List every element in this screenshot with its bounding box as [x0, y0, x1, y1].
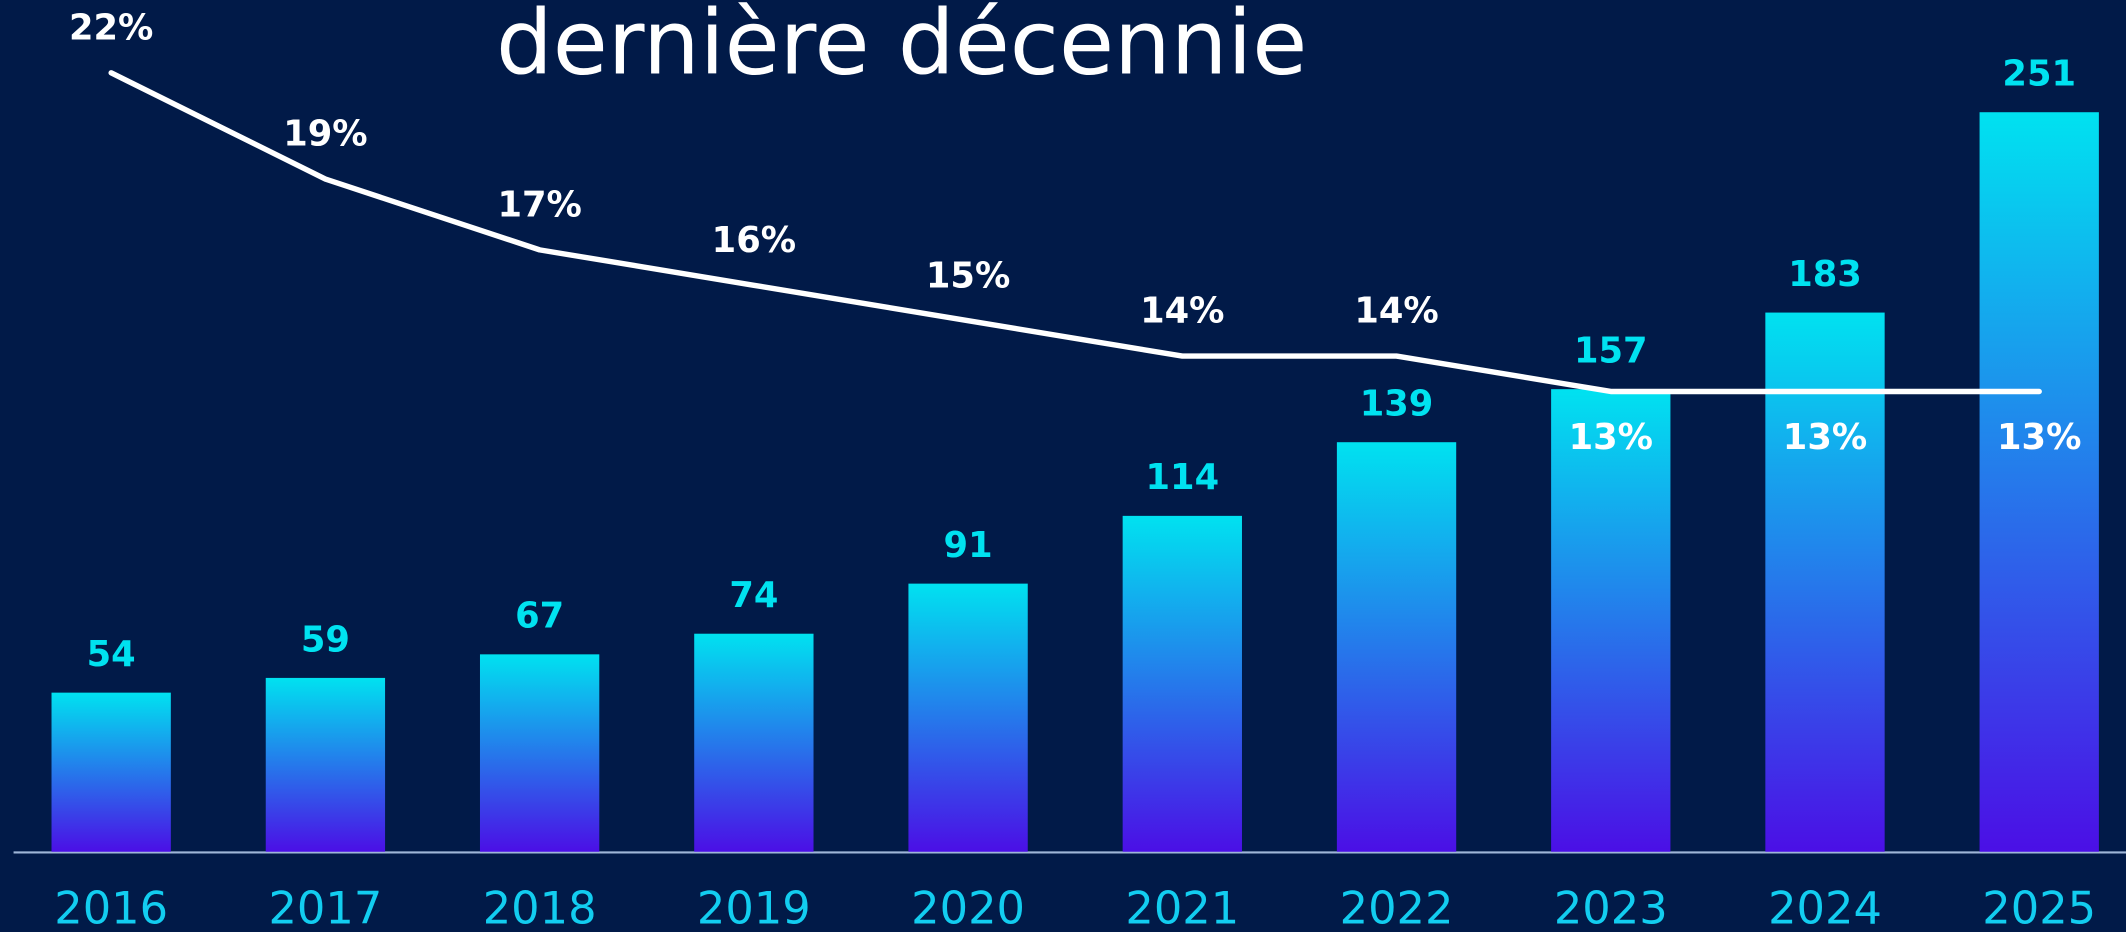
line-value-label: 16%: [712, 220, 796, 261]
bar: [1551, 389, 1671, 852]
bar: [1122, 515, 1242, 852]
line-value-label: 17%: [497, 184, 581, 225]
x-tick-label: 2020: [911, 881, 1025, 932]
bar: [694, 633, 814, 852]
x-tick-label: 2023: [1554, 881, 1668, 932]
line-value-label: 14%: [1140, 291, 1224, 332]
chart-title: dernière décennie: [496, 0, 1307, 95]
bar-value-label: 183: [1788, 254, 1862, 295]
bar-value-label: 74: [729, 575, 778, 616]
bar-value-label: 59: [301, 619, 350, 660]
x-tick-label: 2019: [697, 881, 811, 932]
x-tick-label: 2021: [1125, 881, 1239, 932]
bar: [51, 692, 171, 852]
x-tick-label: 2018: [483, 881, 597, 932]
x-tick-label: 2024: [1768, 881, 1882, 932]
line-value-label: 19%: [283, 114, 367, 155]
line-value-label: 13%: [1569, 417, 1653, 458]
bar: [1765, 312, 1885, 852]
bar: [908, 583, 1028, 852]
bar: [1979, 112, 2099, 852]
line-value-label: 15%: [926, 255, 1010, 296]
line-value-label: 13%: [1783, 417, 1867, 458]
bar-value-label: 91: [944, 525, 993, 566]
x-tick-label: 2017: [268, 881, 382, 932]
line-value-label: 14%: [1354, 291, 1438, 332]
bar-value-label: 114: [1146, 457, 1220, 498]
bar-value-label: 157: [1574, 331, 1648, 372]
line-value-label: 22%: [69, 7, 153, 48]
bar-value-label: 54: [87, 634, 136, 675]
x-tick-label: 2025: [1982, 881, 2096, 932]
x-tick-label: 2016: [54, 881, 168, 932]
bar: [265, 677, 386, 852]
x-tick-label: 2022: [1340, 881, 1454, 932]
bar: [479, 654, 600, 852]
bar-value-label: 67: [515, 596, 564, 637]
bar: [1336, 442, 1457, 852]
line: [108, 70, 2042, 395]
bar-value-label: 251: [2002, 54, 2076, 95]
line-value-label: 13%: [1997, 417, 2081, 458]
bar-value-label: 139: [1360, 384, 1434, 425]
